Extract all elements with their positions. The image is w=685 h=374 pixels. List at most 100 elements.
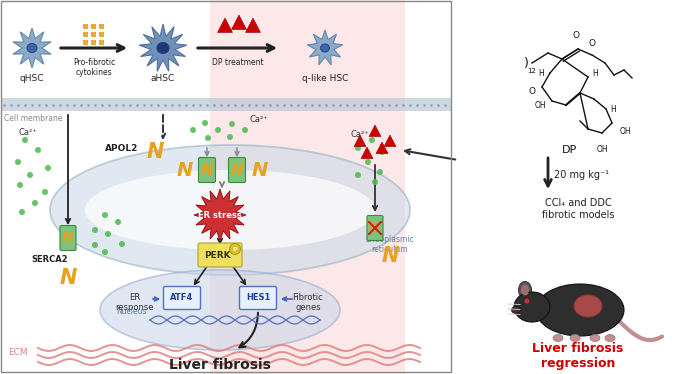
Text: Liver fibrosis: Liver fibrosis — [169, 358, 271, 372]
Text: N: N — [369, 221, 381, 235]
Text: CCl₄ and DDC
fibrotic models: CCl₄ and DDC fibrotic models — [542, 198, 614, 220]
FancyBboxPatch shape — [60, 226, 76, 251]
Text: PERK: PERK — [203, 251, 230, 260]
Text: ATF4: ATF4 — [171, 294, 194, 303]
FancyBboxPatch shape — [240, 286, 277, 310]
Text: SERCA2: SERCA2 — [32, 255, 68, 264]
Text: H: H — [610, 104, 616, 113]
Text: ER
response: ER response — [116, 293, 154, 312]
Circle shape — [19, 209, 25, 215]
Circle shape — [369, 137, 375, 143]
Circle shape — [45, 165, 51, 171]
Circle shape — [102, 212, 108, 218]
Text: 20 mg kg⁻¹: 20 mg kg⁻¹ — [554, 170, 609, 180]
Ellipse shape — [590, 334, 600, 341]
Bar — [99, 40, 105, 45]
Circle shape — [32, 200, 38, 206]
Ellipse shape — [85, 170, 375, 250]
Text: DP treatment: DP treatment — [212, 58, 264, 67]
Ellipse shape — [50, 145, 410, 275]
Text: 12: 12 — [527, 68, 536, 74]
Ellipse shape — [514, 292, 550, 322]
Text: DP: DP — [562, 145, 577, 155]
Text: OH: OH — [620, 126, 632, 135]
Circle shape — [525, 298, 530, 303]
Text: Ca²⁺: Ca²⁺ — [250, 115, 269, 124]
Circle shape — [365, 159, 371, 165]
Ellipse shape — [100, 270, 340, 350]
Ellipse shape — [512, 307, 521, 313]
FancyBboxPatch shape — [198, 243, 242, 267]
Circle shape — [355, 145, 361, 151]
Ellipse shape — [519, 282, 532, 298]
Polygon shape — [218, 18, 232, 33]
Polygon shape — [361, 147, 373, 159]
Text: N: N — [252, 160, 269, 180]
Circle shape — [215, 127, 221, 133]
Circle shape — [377, 169, 383, 175]
Circle shape — [15, 159, 21, 165]
Text: OH: OH — [596, 145, 608, 154]
Circle shape — [202, 120, 208, 126]
Ellipse shape — [321, 44, 329, 52]
Text: P: P — [233, 246, 237, 251]
Circle shape — [17, 182, 23, 188]
Text: ECM: ECM — [8, 348, 27, 357]
Text: APOL2: APOL2 — [105, 144, 138, 153]
Bar — [84, 31, 88, 37]
Bar — [99, 24, 105, 28]
Circle shape — [372, 179, 378, 185]
Bar — [1, 1, 451, 372]
Text: N: N — [62, 231, 74, 245]
Circle shape — [115, 219, 121, 225]
Text: O: O — [529, 86, 536, 95]
Text: N: N — [382, 246, 399, 266]
Bar — [99, 31, 105, 37]
Polygon shape — [194, 189, 246, 241]
FancyBboxPatch shape — [367, 215, 383, 240]
Text: H: H — [592, 68, 598, 77]
Ellipse shape — [536, 284, 624, 336]
Ellipse shape — [574, 295, 602, 317]
Circle shape — [229, 121, 235, 127]
Circle shape — [35, 147, 41, 153]
Ellipse shape — [521, 285, 529, 295]
Ellipse shape — [605, 334, 615, 341]
Text: Liver fibrosis
regression: Liver fibrosis regression — [532, 342, 623, 371]
Polygon shape — [369, 125, 381, 137]
Text: Nucleus: Nucleus — [116, 307, 147, 316]
Polygon shape — [245, 18, 260, 33]
Text: OH: OH — [534, 101, 546, 110]
Text: Endoplasmic
reticulum: Endoplasmic reticulum — [366, 235, 414, 254]
Text: N: N — [147, 142, 164, 162]
Circle shape — [379, 149, 385, 155]
Polygon shape — [13, 28, 51, 68]
Text: ER stress: ER stress — [198, 211, 242, 220]
Circle shape — [119, 241, 125, 247]
Circle shape — [229, 243, 240, 254]
Polygon shape — [139, 24, 187, 71]
Bar — [84, 24, 88, 28]
Circle shape — [205, 135, 211, 141]
Text: Cell membrane: Cell membrane — [4, 114, 62, 123]
Text: Fibrotic
genes: Fibrotic genes — [292, 293, 323, 312]
Bar — [84, 40, 88, 45]
Bar — [92, 40, 97, 45]
Text: N: N — [231, 162, 243, 178]
Circle shape — [242, 127, 248, 133]
FancyBboxPatch shape — [229, 157, 245, 183]
FancyBboxPatch shape — [164, 286, 201, 310]
Polygon shape — [308, 30, 342, 65]
Bar — [210, 0, 405, 374]
Text: aHSC: aHSC — [151, 74, 175, 83]
Ellipse shape — [157, 43, 169, 53]
Circle shape — [227, 134, 233, 140]
Circle shape — [190, 127, 196, 133]
Text: HES1: HES1 — [246, 294, 270, 303]
Text: Ca²⁺: Ca²⁺ — [351, 130, 369, 139]
Text: N: N — [201, 162, 213, 178]
Text: O: O — [588, 39, 595, 48]
Circle shape — [92, 242, 98, 248]
Circle shape — [102, 249, 108, 255]
Circle shape — [27, 172, 33, 178]
